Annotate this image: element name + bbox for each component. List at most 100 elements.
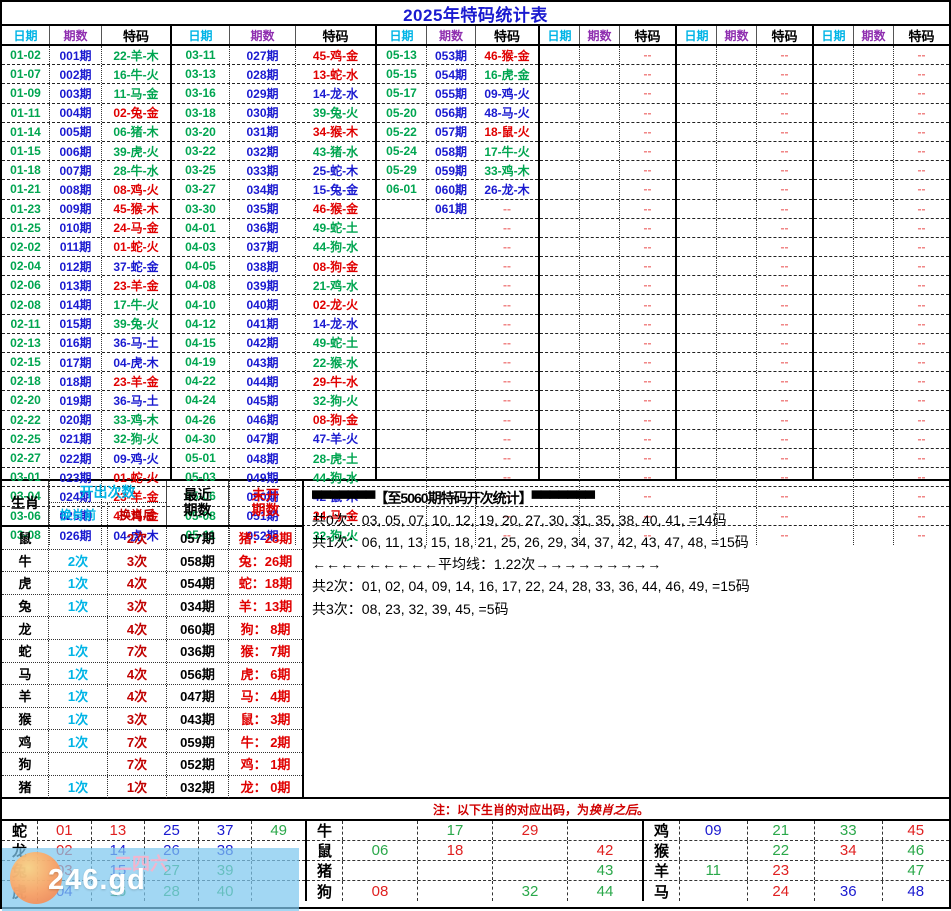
stats-notes-heading: ▀▀▀▀▀▀▀【至5060期特码开次统计】▀▀▀▀▀▀▀: [312, 490, 595, 506]
draw-row: 05-29 059期 33-鸡-木: [377, 161, 538, 181]
map-number: 02: [38, 841, 92, 860]
draw-issue: 047期: [230, 429, 296, 448]
draw-date: [540, 372, 580, 391]
draw-date: [540, 103, 580, 122]
draw-issue: [580, 525, 620, 545]
draw-date: [540, 525, 580, 545]
draw-code: 24-马-金: [312, 509, 359, 524]
draw-row: --: [377, 295, 538, 315]
zodiac-row: 龙 4次 060期 狗： 8期: [2, 617, 302, 640]
draw-code: 33-鸡-木: [113, 413, 159, 428]
zodiac-map-row: 猴 22 34 46: [644, 841, 949, 861]
zodiac-count-before: 1次: [49, 685, 108, 707]
draw-issue: 041期: [230, 314, 296, 333]
draw-column-group-4: 日期 期数 特码 -- -- -- -- -- -- -- -- -- -- -- -- -- -- -- -- --…: [540, 26, 677, 545]
draw-date: 04-26: [172, 410, 230, 429]
draw-code: 44-狗-水: [312, 470, 359, 485]
draw-row: --: [677, 333, 812, 353]
draw-date: 03-27: [172, 180, 230, 199]
draw-issue: [854, 161, 894, 180]
draw-row: --: [677, 448, 812, 469]
draw-code: --: [917, 124, 926, 139]
draw-code: 49-蛇-土: [312, 336, 359, 351]
draw-date: [677, 257, 717, 276]
draw-code: --: [917, 431, 926, 446]
draw-issue: [854, 487, 894, 506]
draw-issue: 038期: [230, 257, 296, 276]
zodiac-unopened: 虎： 6期: [240, 666, 291, 682]
draw-row: 02-20 019期 36-马-土: [2, 391, 170, 411]
draw-row: --: [377, 429, 538, 449]
draw-date: [814, 65, 854, 84]
col-header-code: 特码: [771, 28, 798, 44]
draw-date: [540, 429, 580, 448]
draw-date: 03-22: [172, 141, 230, 161]
draw-issue: 012期: [50, 257, 102, 276]
draw-issue: 049期: [230, 468, 296, 487]
draw-issue: 024期: [50, 487, 102, 506]
zodiac-name: 羊: [2, 685, 49, 707]
draw-issue: 002期: [50, 65, 102, 84]
draw-code: --: [917, 163, 926, 178]
draw-code: 45-猴-木: [113, 202, 159, 217]
map-number: [568, 821, 642, 840]
draw-code: --: [917, 48, 926, 63]
draw-code: --: [643, 144, 652, 159]
draw-code: --: [917, 393, 926, 408]
draw-date: [540, 448, 580, 468]
draw-date: [540, 84, 580, 103]
zodiac-count-after: 7次: [108, 752, 167, 775]
draw-issue: [854, 237, 894, 257]
draw-date: [677, 314, 717, 333]
draw-row: 03-20 031期 34-猴-木: [172, 122, 375, 142]
draw-issue: 046期: [230, 410, 296, 429]
draw-code: 45-鸡-金: [312, 48, 359, 63]
draw-row: 04-08 039期 21-鸡-水: [172, 276, 375, 296]
draw-issue: [854, 122, 894, 141]
zodiac-count-after: 3次: [108, 594, 167, 617]
draw-date: [540, 199, 580, 218]
draw-issue: 051期: [230, 506, 296, 525]
draw-date: 02-02: [2, 237, 50, 257]
zodiac-row: 猴 1次 3次 043期 鼠： 3期: [2, 707, 302, 731]
zodiac-count-after: 4次: [108, 617, 167, 639]
draw-column-group-2: 日期 期数 特码 03-11 027期 45-鸡-金 03-13 028期 13-蛇-水 03-1…: [172, 26, 377, 545]
draw-code: --: [917, 259, 926, 274]
map-number: 29: [493, 821, 568, 840]
draw-date: [814, 353, 854, 372]
draw-issue: [854, 199, 894, 218]
draw-date: 05-24: [377, 141, 427, 161]
draw-issue: 004期: [50, 103, 102, 122]
draw-issue: 037期: [230, 237, 296, 257]
draw-row: --: [814, 276, 949, 296]
zodiac-count-before: [49, 752, 108, 775]
draw-code: --: [643, 201, 652, 216]
zodiac-row: 羊 1次 4次 047期 马： 4期: [2, 685, 302, 708]
draw-issue: [717, 141, 757, 161]
draw-date: [677, 65, 717, 84]
draw-date: [677, 372, 717, 391]
draw-code: 21-鸡-水: [312, 278, 359, 293]
draw-issue: [580, 237, 620, 257]
draw-date: [814, 199, 854, 218]
draw-row: 02-22 020期 33-鸡-木: [2, 410, 170, 430]
draw-issue: [580, 448, 620, 468]
draw-issue: [427, 391, 476, 410]
draw-row: 03-04 024期 23-羊-金: [2, 487, 170, 507]
draw-column-group-5: 日期 期数 特码 -- -- -- -- -- -- -- -- -- -- -- -- -- -- -- -- --…: [677, 26, 814, 545]
draw-date: 05-01: [172, 448, 230, 468]
draw-issue: [854, 314, 894, 333]
draw-code: --: [917, 528, 926, 543]
draw-date: 06-01: [377, 180, 427, 199]
map-number: 24: [748, 881, 815, 901]
draw-row: 03-01 023期 01-蛇-火: [2, 468, 170, 488]
draw-issue: [427, 525, 476, 545]
header-recent-line1: 最近: [183, 486, 212, 503]
draw-row: --: [540, 448, 675, 469]
draw-row: --: [540, 506, 675, 526]
draw-issue: 042期: [230, 333, 296, 352]
zodiac-count-before: 1次: [49, 594, 108, 617]
draw-code: --: [780, 431, 789, 446]
draw-issue: 007期: [50, 161, 102, 180]
draw-date: [540, 218, 580, 237]
